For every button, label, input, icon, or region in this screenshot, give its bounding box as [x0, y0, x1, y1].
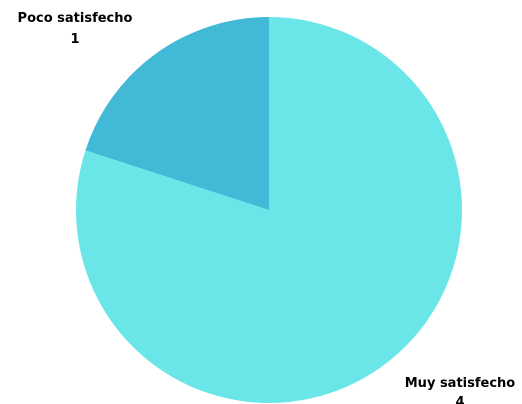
pie-slices — [76, 17, 463, 403]
label-muy-satisfecho-name: Muy satisfecho — [405, 376, 516, 391]
label-muy-satisfecho-value: 4 — [455, 395, 464, 404]
label-poco-satisfecho-name: Poco satisfecho — [18, 11, 133, 26]
pie-slice-poco-satisfecho — [85, 17, 269, 210]
pie-slice-muy-satisfecho — [76, 17, 463, 403]
label-poco-satisfecho-value: 1 — [70, 32, 79, 47]
pie-labels: Muy satisfecho 4 Poco satisfecho 1 — [18, 11, 516, 404]
